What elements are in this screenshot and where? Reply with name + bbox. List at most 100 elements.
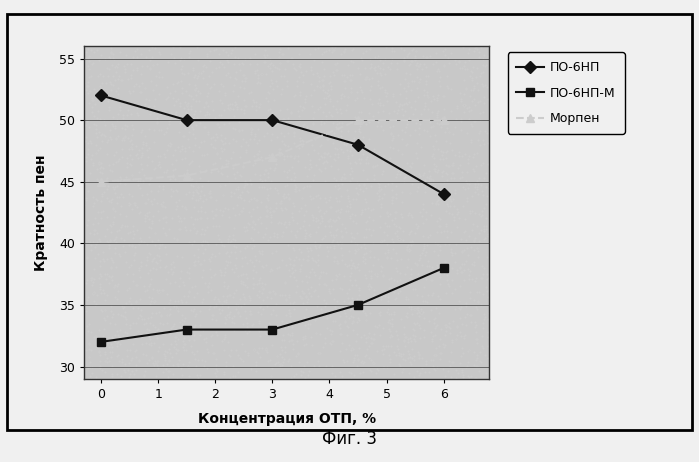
Point xyxy=(264,209,275,216)
Point xyxy=(359,234,370,241)
Point xyxy=(206,250,217,258)
Point xyxy=(298,71,309,79)
Point xyxy=(157,203,168,210)
Point xyxy=(439,321,450,328)
Point xyxy=(406,266,417,273)
Point xyxy=(435,246,446,254)
Point xyxy=(87,281,98,289)
Point xyxy=(368,336,380,343)
Point xyxy=(310,329,322,336)
Point xyxy=(419,240,430,247)
Point xyxy=(399,342,410,350)
Point xyxy=(310,228,322,235)
Point xyxy=(375,204,387,211)
Point xyxy=(219,268,230,276)
Point xyxy=(86,103,97,110)
Point xyxy=(345,203,356,210)
Point xyxy=(441,170,452,178)
Point xyxy=(154,253,165,260)
Point xyxy=(339,171,350,178)
Point xyxy=(120,180,131,188)
Point xyxy=(175,327,187,334)
Point xyxy=(257,71,268,78)
Point xyxy=(244,256,255,263)
Point xyxy=(140,133,151,140)
Point xyxy=(331,272,343,280)
Point xyxy=(415,75,426,83)
Point xyxy=(214,267,225,274)
Point xyxy=(240,103,251,110)
Point xyxy=(124,325,135,332)
Point xyxy=(96,130,107,138)
Point xyxy=(411,74,422,81)
Point xyxy=(302,324,313,331)
Point xyxy=(217,307,228,314)
Point xyxy=(280,375,291,382)
Point xyxy=(117,333,129,340)
Point xyxy=(343,341,354,349)
Point xyxy=(258,58,269,66)
Point xyxy=(319,296,330,303)
Point xyxy=(482,274,493,282)
Point xyxy=(404,281,415,288)
Point xyxy=(150,373,161,380)
Point xyxy=(222,262,233,269)
Point xyxy=(83,375,94,383)
Point xyxy=(245,130,256,138)
Point xyxy=(113,177,124,184)
Point xyxy=(115,202,127,209)
Point xyxy=(375,72,387,79)
Point xyxy=(79,90,90,97)
Point xyxy=(363,333,374,340)
Point xyxy=(354,297,365,304)
Point xyxy=(202,240,213,247)
Point xyxy=(367,163,378,170)
Point xyxy=(134,357,145,364)
Point xyxy=(245,365,256,373)
Point xyxy=(318,73,329,80)
Point xyxy=(475,116,486,124)
Point xyxy=(305,247,317,254)
Point xyxy=(360,75,371,83)
Point xyxy=(118,237,129,244)
Point xyxy=(164,349,175,357)
Point xyxy=(315,219,326,227)
Point xyxy=(202,364,213,371)
Point xyxy=(88,112,99,119)
Point xyxy=(289,185,301,193)
Point xyxy=(176,320,187,327)
Point xyxy=(201,196,212,203)
Point xyxy=(455,333,466,340)
Point xyxy=(207,316,218,323)
Point xyxy=(326,328,337,335)
Point xyxy=(111,64,122,71)
Point xyxy=(340,310,351,317)
Point xyxy=(99,306,110,313)
Point xyxy=(99,270,110,278)
Point xyxy=(354,122,365,130)
Point xyxy=(242,324,253,331)
Point xyxy=(469,101,480,109)
Point xyxy=(236,126,247,134)
Point xyxy=(482,293,493,300)
Point xyxy=(438,269,449,277)
Point xyxy=(160,357,171,364)
Point xyxy=(92,229,103,237)
Point xyxy=(408,331,419,338)
Point xyxy=(310,329,322,336)
Point xyxy=(375,72,387,79)
Point xyxy=(219,140,231,147)
Point xyxy=(435,350,446,357)
Point xyxy=(301,182,312,189)
Point xyxy=(435,228,446,236)
Point xyxy=(171,375,182,383)
Point xyxy=(187,189,199,196)
Point xyxy=(368,290,380,298)
Point xyxy=(354,71,366,78)
Point xyxy=(266,218,277,225)
Point xyxy=(466,136,477,143)
Point xyxy=(294,116,305,124)
Point xyxy=(94,349,105,356)
Point xyxy=(340,260,351,267)
Point xyxy=(214,64,225,71)
